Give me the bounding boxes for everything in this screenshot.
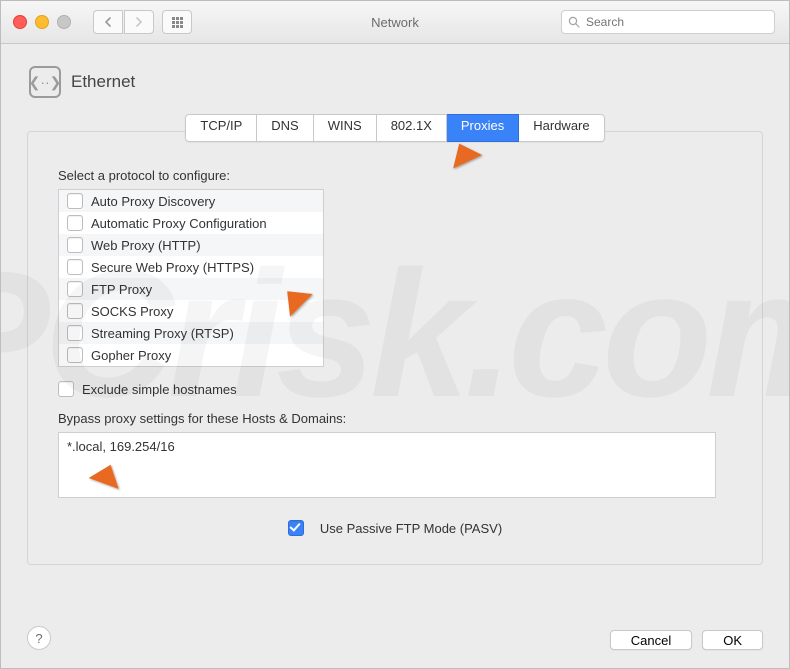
- tab-wins[interactable]: WINS: [314, 114, 377, 142]
- protocol-label: SOCKS Proxy: [91, 304, 173, 319]
- tab-hardware[interactable]: Hardware: [519, 114, 604, 142]
- protocol-row[interactable]: Automatic Proxy Configuration: [59, 212, 323, 234]
- forward-button[interactable]: [124, 10, 154, 34]
- exclude-hostnames-row[interactable]: Exclude simple hostnames: [58, 381, 732, 397]
- pasv-row[interactable]: Use Passive FTP Mode (PASV): [58, 520, 732, 536]
- interface-title: Ethernet: [71, 72, 135, 92]
- protocol-row[interactable]: Secure Web Proxy (HTTPS): [59, 256, 323, 278]
- show-all-prefs-button[interactable]: [162, 10, 192, 34]
- footer-buttons: Cancel OK: [610, 630, 763, 650]
- segmented-tabs: TCP/IP DNS WINS 802.1X Proxies Hardware: [185, 114, 604, 142]
- back-button[interactable]: [93, 10, 123, 34]
- tab-dns[interactable]: DNS: [257, 114, 313, 142]
- interface-header: ❮··❯ Ethernet: [1, 44, 789, 106]
- protocol-label: Streaming Proxy (RTSP): [91, 326, 234, 341]
- search-icon: [568, 16, 580, 28]
- protocols-heading: Select a protocol to configure:: [58, 168, 732, 183]
- checkbox-icon[interactable]: [67, 193, 83, 209]
- checkbox-icon[interactable]: [67, 347, 83, 363]
- checkbox-icon[interactable]: [58, 381, 74, 397]
- checkbox-icon[interactable]: [67, 237, 83, 253]
- protocol-label: Auto Proxy Discovery: [91, 194, 215, 209]
- search-field-container[interactable]: [561, 10, 775, 34]
- protocol-label: Automatic Proxy Configuration: [91, 216, 267, 231]
- protocol-label: Web Proxy (HTTP): [91, 238, 201, 253]
- checkbox-icon[interactable]: [67, 259, 83, 275]
- exclude-hostnames-label: Exclude simple hostnames: [82, 382, 237, 397]
- protocol-label: Secure Web Proxy (HTTPS): [91, 260, 254, 275]
- bypass-heading: Bypass proxy settings for these Hosts & …: [58, 411, 732, 426]
- protocols-list: Auto Proxy Discovery Automatic Proxy Con…: [58, 189, 324, 367]
- grid-icon: [172, 17, 183, 28]
- protocol-label: Gopher Proxy: [91, 348, 171, 363]
- window-controls: [13, 15, 71, 29]
- pasv-label: Use Passive FTP Mode (PASV): [320, 521, 502, 536]
- protocol-row[interactable]: Auto Proxy Discovery: [59, 190, 323, 212]
- bypass-textarea[interactable]: *.local, 169.254/16: [58, 432, 716, 498]
- nav-buttons: [93, 10, 154, 34]
- fullscreen-window-button[interactable]: [57, 15, 71, 29]
- settings-panel: TCP/IP DNS WINS 802.1X Proxies Hardware …: [27, 114, 763, 565]
- cancel-button[interactable]: Cancel: [610, 630, 692, 650]
- preferences-window: Network ❮··❯ Ethernet TCP/IP DNS WINS 80…: [0, 0, 790, 669]
- search-input[interactable]: [586, 15, 768, 29]
- protocol-label: FTP Proxy: [91, 282, 152, 297]
- protocol-row[interactable]: Gopher Proxy: [59, 344, 323, 366]
- bypass-value: *.local, 169.254/16: [67, 439, 175, 454]
- checkbox-icon[interactable]: [67, 281, 83, 297]
- checkbox-icon[interactable]: [288, 520, 304, 536]
- minimize-window-button[interactable]: [35, 15, 49, 29]
- checkbox-icon[interactable]: [67, 303, 83, 319]
- panel-inner: Select a protocol to configure: Auto Pro…: [27, 131, 763, 565]
- protocol-row[interactable]: FTP Proxy: [59, 278, 323, 300]
- protocol-row[interactable]: SOCKS Proxy: [59, 300, 323, 322]
- tab-8021x[interactable]: 802.1X: [377, 114, 447, 142]
- checkbox-icon[interactable]: [67, 215, 83, 231]
- protocol-row[interactable]: Streaming Proxy (RTSP): [59, 322, 323, 344]
- tab-tcpip[interactable]: TCP/IP: [185, 114, 257, 142]
- checkbox-icon[interactable]: [67, 325, 83, 341]
- ok-button[interactable]: OK: [702, 630, 763, 650]
- ethernet-icon: ❮··❯: [29, 66, 61, 98]
- protocol-row[interactable]: Web Proxy (HTTP): [59, 234, 323, 256]
- help-button[interactable]: ?: [27, 626, 51, 650]
- close-window-button[interactable]: [13, 15, 27, 29]
- tab-proxies[interactable]: Proxies: [447, 114, 519, 142]
- titlebar: Network: [1, 1, 789, 44]
